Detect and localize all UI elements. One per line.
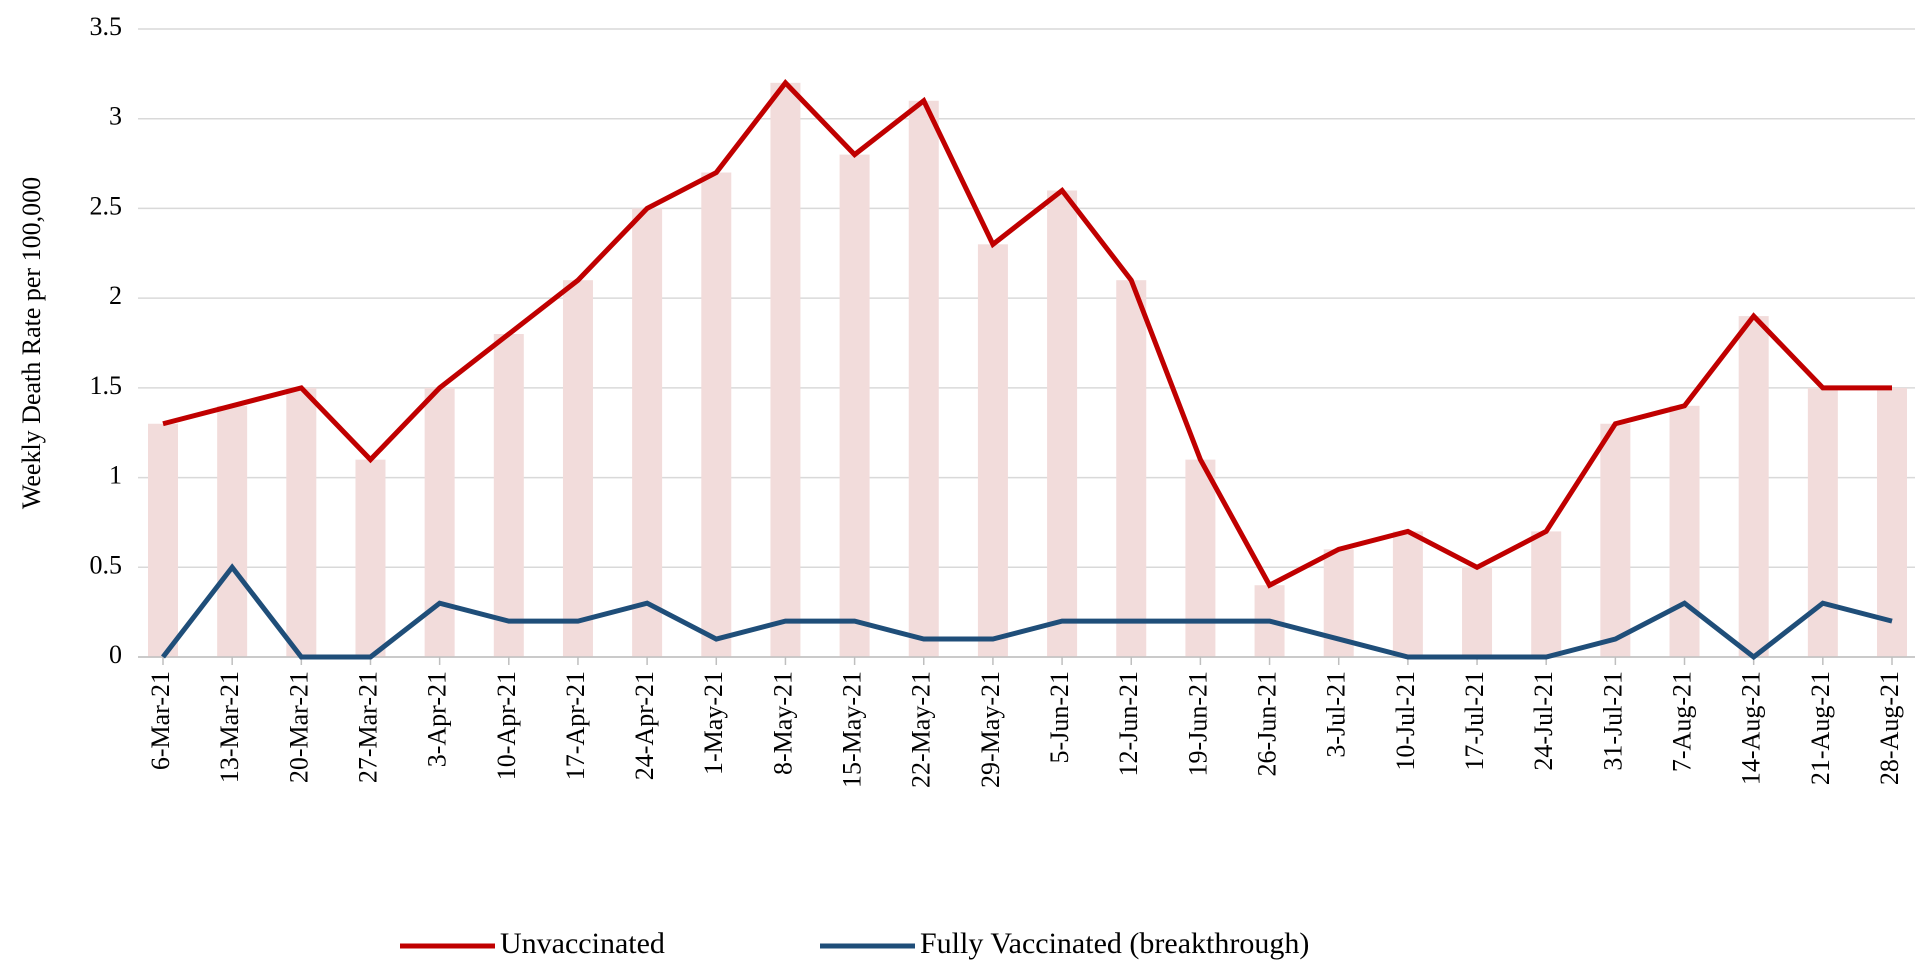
x-tick-label: 10-Apr-21 xyxy=(492,671,521,780)
bar xyxy=(1392,531,1423,657)
x-tick-label: 7-Aug-21 xyxy=(1667,671,1696,772)
x-tick-label: 17-Jul-21 xyxy=(1460,671,1489,771)
bar xyxy=(493,334,524,657)
bar xyxy=(1462,567,1493,657)
bar xyxy=(562,280,593,657)
bar xyxy=(908,100,939,658)
bar xyxy=(1531,531,1562,657)
legend-label: Unvaccinated xyxy=(500,927,665,960)
bar xyxy=(1116,280,1147,657)
x-tick-label: 14-Aug-21 xyxy=(1737,671,1766,785)
x-tick-label: 12-Jun-21 xyxy=(1114,671,1143,776)
x-tick-label: 3-Apr-21 xyxy=(423,671,452,767)
bar xyxy=(1669,405,1700,657)
x-tick-label: 5-Jun-21 xyxy=(1045,671,1074,763)
y-tick-label: 1.5 xyxy=(90,371,123,400)
x-tick-label: 24-Apr-21 xyxy=(630,671,659,780)
bar xyxy=(424,387,455,657)
x-tick-label: 26-Jun-21 xyxy=(1253,671,1282,776)
x-tick-label: 6-Mar-21 xyxy=(146,671,175,770)
y-tick-label: 2 xyxy=(109,281,122,310)
x-tick-label: 22-May-21 xyxy=(907,671,936,788)
x-tick-label: 20-Mar-21 xyxy=(284,671,313,783)
x-tick-label: 28-Aug-21 xyxy=(1875,671,1904,785)
x-tick-label: 21-Aug-21 xyxy=(1806,671,1835,785)
series-line xyxy=(161,563,1893,661)
y-tick-label: 2.5 xyxy=(90,191,123,220)
bar xyxy=(1877,387,1907,657)
y-axis-label: Weekly Death Rate per 100,000 xyxy=(17,177,46,509)
x-tick-label: 31-Jul-21 xyxy=(1598,671,1627,771)
series-line xyxy=(162,79,1892,589)
bar xyxy=(1047,190,1078,657)
y-tick-label: 0.5 xyxy=(90,550,123,579)
bar xyxy=(148,423,178,657)
bar xyxy=(217,405,248,657)
x-tick-label: 13-Mar-21 xyxy=(215,671,244,783)
y-tick-label: 3.5 xyxy=(90,12,123,41)
bar xyxy=(632,208,663,657)
x-tick-label: 27-Mar-21 xyxy=(353,671,382,783)
y-tick-label: 1 xyxy=(109,461,122,490)
x-tick-label: 8-May-21 xyxy=(768,671,797,775)
x-tick-label: 19-Jun-21 xyxy=(1183,671,1212,776)
x-tick-label: 3-Jul-21 xyxy=(1322,671,1351,758)
bar xyxy=(770,82,801,658)
x-tick-label: 10-Jul-21 xyxy=(1391,671,1420,771)
x-tick-label: 1-May-21 xyxy=(699,671,728,775)
x-tick-label: 15-May-21 xyxy=(838,671,867,788)
bar xyxy=(1600,423,1631,657)
bar xyxy=(1185,459,1216,657)
bar xyxy=(286,387,317,657)
bar xyxy=(977,244,1008,658)
y-tick-label: 0 xyxy=(109,640,122,669)
y-tick-label: 3 xyxy=(109,102,122,131)
x-tick-label: 17-Apr-21 xyxy=(561,671,590,780)
x-tick-label: 29-May-21 xyxy=(976,671,1005,788)
bar xyxy=(839,154,870,657)
bar xyxy=(1738,316,1769,657)
bar xyxy=(355,459,386,657)
legend-label: Fully Vaccinated (breakthrough) xyxy=(920,927,1309,960)
bar xyxy=(1807,387,1838,657)
x-tick-label: 24-Jul-21 xyxy=(1529,671,1558,771)
bar xyxy=(701,172,732,658)
